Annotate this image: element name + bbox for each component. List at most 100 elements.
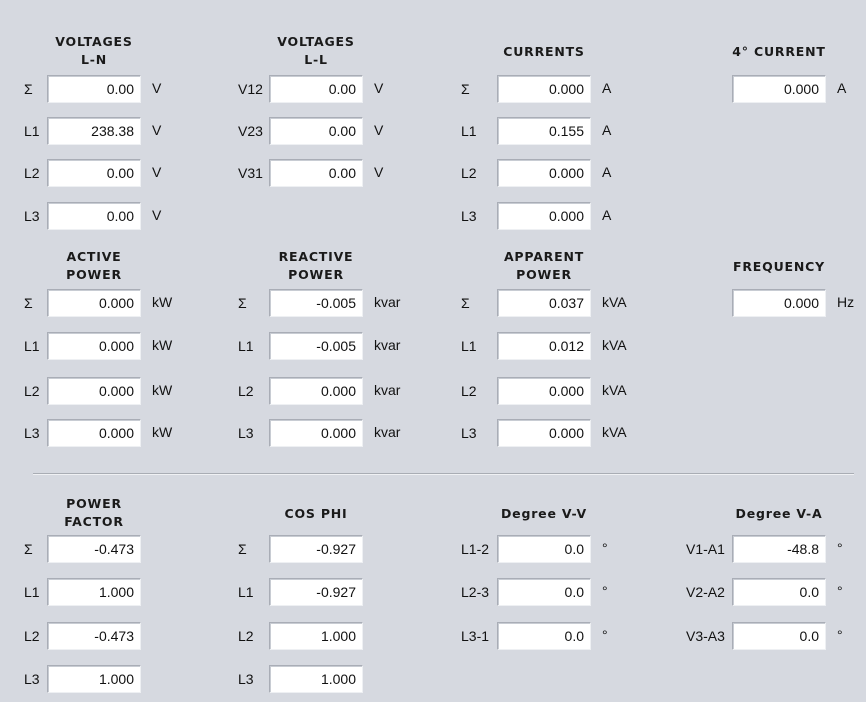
- currents-value-field[interactable]: 0.000: [497, 202, 591, 230]
- apparent-power-value-field[interactable]: 0.000: [497, 419, 591, 447]
- reactive-power-header-line: REACTIVE: [278, 249, 354, 264]
- currents-unit: A: [602, 80, 612, 96]
- power-factor-value-field[interactable]: -0.473: [47, 622, 141, 650]
- degree-vv-unit: °: [602, 627, 608, 643]
- reactive-power-header-line: POWER: [288, 267, 344, 282]
- apparent-power-unit: kVA: [602, 294, 627, 310]
- active-power-row-label: L1: [24, 338, 40, 354]
- power-factor-header: POWER FACTOR: [24, 495, 164, 531]
- apparent-power-value-field[interactable]: 0.012: [497, 332, 591, 360]
- active-power-unit: kW: [152, 382, 173, 398]
- reactive-power-row-label: L1: [238, 338, 254, 354]
- degree-vv-row-label: L3-1: [461, 628, 490, 644]
- active-power-value-field[interactable]: 0.000: [47, 377, 141, 405]
- voltages-ln-value-field[interactable]: 0.00: [47, 202, 141, 230]
- voltages-ln-unit: V: [152, 207, 162, 223]
- cos-phi-value-field[interactable]: -0.927: [269, 578, 363, 606]
- voltages-ln-row-label: L2: [24, 165, 40, 181]
- power-factor-row-label: L3: [24, 671, 40, 687]
- voltages-ln-unit: V: [152, 80, 162, 96]
- cos-phi-value-field[interactable]: -0.927: [269, 535, 363, 563]
- active-power-header-line: ACTIVE: [66, 249, 122, 264]
- degree-va-header: Degree V-A: [709, 505, 849, 523]
- degree-va-value-field[interactable]: 0.0: [732, 578, 826, 606]
- degree-va-value-field[interactable]: -48.8: [732, 535, 826, 563]
- degree-va-row-label: V1-A1: [686, 541, 725, 557]
- reactive-power-value-field[interactable]: 0.000: [269, 419, 363, 447]
- active-power-value-field[interactable]: 0.000: [47, 332, 141, 360]
- voltages-ll-value-field[interactable]: 0.00: [269, 75, 363, 103]
- voltages-ln-header: VOLTAGES L-N: [24, 33, 164, 69]
- degree-vv-row-label: L2-3: [461, 584, 490, 600]
- power-factor-value-field[interactable]: 1.000: [47, 665, 141, 693]
- voltages-ln-header-line: L-N: [80, 52, 107, 67]
- frequency-unit: Hz: [837, 294, 855, 310]
- voltages-ll-unit: V: [374, 122, 384, 138]
- degree-vv-value-field[interactable]: 0.0: [497, 535, 591, 563]
- voltages-ln-header-line: VOLTAGES: [55, 34, 133, 49]
- power-factor-value-field[interactable]: -0.473: [47, 535, 141, 563]
- apparent-power-header-line: APPARENT: [503, 249, 585, 264]
- reactive-power-unit: kvar: [374, 382, 401, 398]
- cos-phi-header: COS PHI: [246, 505, 386, 523]
- reactive-power-value-field[interactable]: -0.005: [269, 332, 363, 360]
- degree-va-header-line: Degree V-A: [735, 506, 823, 521]
- currents-unit: A: [602, 164, 612, 180]
- degree-va-unit: °: [837, 540, 843, 556]
- voltages-ll-header-line: VOLTAGES: [277, 34, 355, 49]
- apparent-power-value-field[interactable]: 0.037: [497, 289, 591, 317]
- degree-vv-header: Degree V-V: [474, 505, 614, 523]
- currents-value-field[interactable]: 0.155: [497, 117, 591, 145]
- cos-phi-row-label: L1: [238, 584, 254, 600]
- power-factor-header-line: POWER: [66, 496, 122, 511]
- active-power-value-field[interactable]: 0.000: [47, 419, 141, 447]
- active-power-header: ACTIVE POWER: [24, 248, 164, 284]
- currents-value-field[interactable]: 0.000: [497, 159, 591, 187]
- voltages-ln-value-field[interactable]: 0.00: [47, 75, 141, 103]
- currents-value-field[interactable]: 0.000: [497, 75, 591, 103]
- cos-phi-row-label: L3: [238, 671, 254, 687]
- cos-phi-value-field[interactable]: 1.000: [269, 665, 363, 693]
- power-factor-row-label: Σ: [24, 541, 33, 557]
- degree-va-value-field[interactable]: 0.0: [732, 622, 826, 650]
- voltages-ll-header: VOLTAGES L-L: [246, 33, 386, 69]
- voltages-ll-row-label: V12: [238, 81, 263, 97]
- active-power-row-label: L3: [24, 425, 40, 441]
- power-factor-row-label: L2: [24, 628, 40, 644]
- fourth-current-header: 4° CURRENT: [709, 43, 849, 61]
- reactive-power-unit: kvar: [374, 424, 401, 440]
- reactive-power-header: REACTIVE POWER: [246, 248, 386, 284]
- degree-vv-unit: °: [602, 540, 608, 556]
- voltages-ll-value-field[interactable]: 0.00: [269, 159, 363, 187]
- voltages-ln-value-field[interactable]: 0.00: [47, 159, 141, 187]
- fourth-current-value-field[interactable]: 0.000: [732, 75, 826, 103]
- reactive-power-unit: kvar: [374, 294, 401, 310]
- active-power-unit: kW: [152, 337, 173, 353]
- frequency-value-field[interactable]: 0.000: [732, 289, 826, 317]
- apparent-power-value-field[interactable]: 0.000: [497, 377, 591, 405]
- power-factor-value-field[interactable]: 1.000: [47, 578, 141, 606]
- currents-header: CURRENTS: [474, 43, 614, 61]
- cos-phi-value-field[interactable]: 1.000: [269, 622, 363, 650]
- currents-row-label: L2: [461, 165, 477, 181]
- fourth-current-unit: A: [837, 80, 847, 96]
- apparent-power-row-label: L3: [461, 425, 477, 441]
- degree-va-unit: °: [837, 583, 843, 599]
- degree-vv-value-field[interactable]: 0.0: [497, 622, 591, 650]
- degree-vv-unit: °: [602, 583, 608, 599]
- voltages-ll-header-line: L-L: [304, 52, 328, 67]
- voltages-ln-row-label: L1: [24, 123, 40, 139]
- reactive-power-value-field[interactable]: -0.005: [269, 289, 363, 317]
- voltages-ln-value-field[interactable]: 238.38: [47, 117, 141, 145]
- reactive-power-row-label: L2: [238, 383, 254, 399]
- degree-vv-value-field[interactable]: 0.0: [497, 578, 591, 606]
- active-power-row-label: Σ: [24, 295, 33, 311]
- active-power-value-field[interactable]: 0.000: [47, 289, 141, 317]
- reactive-power-value-field[interactable]: 0.000: [269, 377, 363, 405]
- apparent-power-header: APPARENT POWER: [474, 248, 614, 284]
- degree-vv-header-line: Degree V-V: [501, 506, 587, 521]
- voltages-ll-value-field[interactable]: 0.00: [269, 117, 363, 145]
- active-power-header-line: POWER: [66, 267, 122, 282]
- reactive-power-unit: kvar: [374, 337, 401, 353]
